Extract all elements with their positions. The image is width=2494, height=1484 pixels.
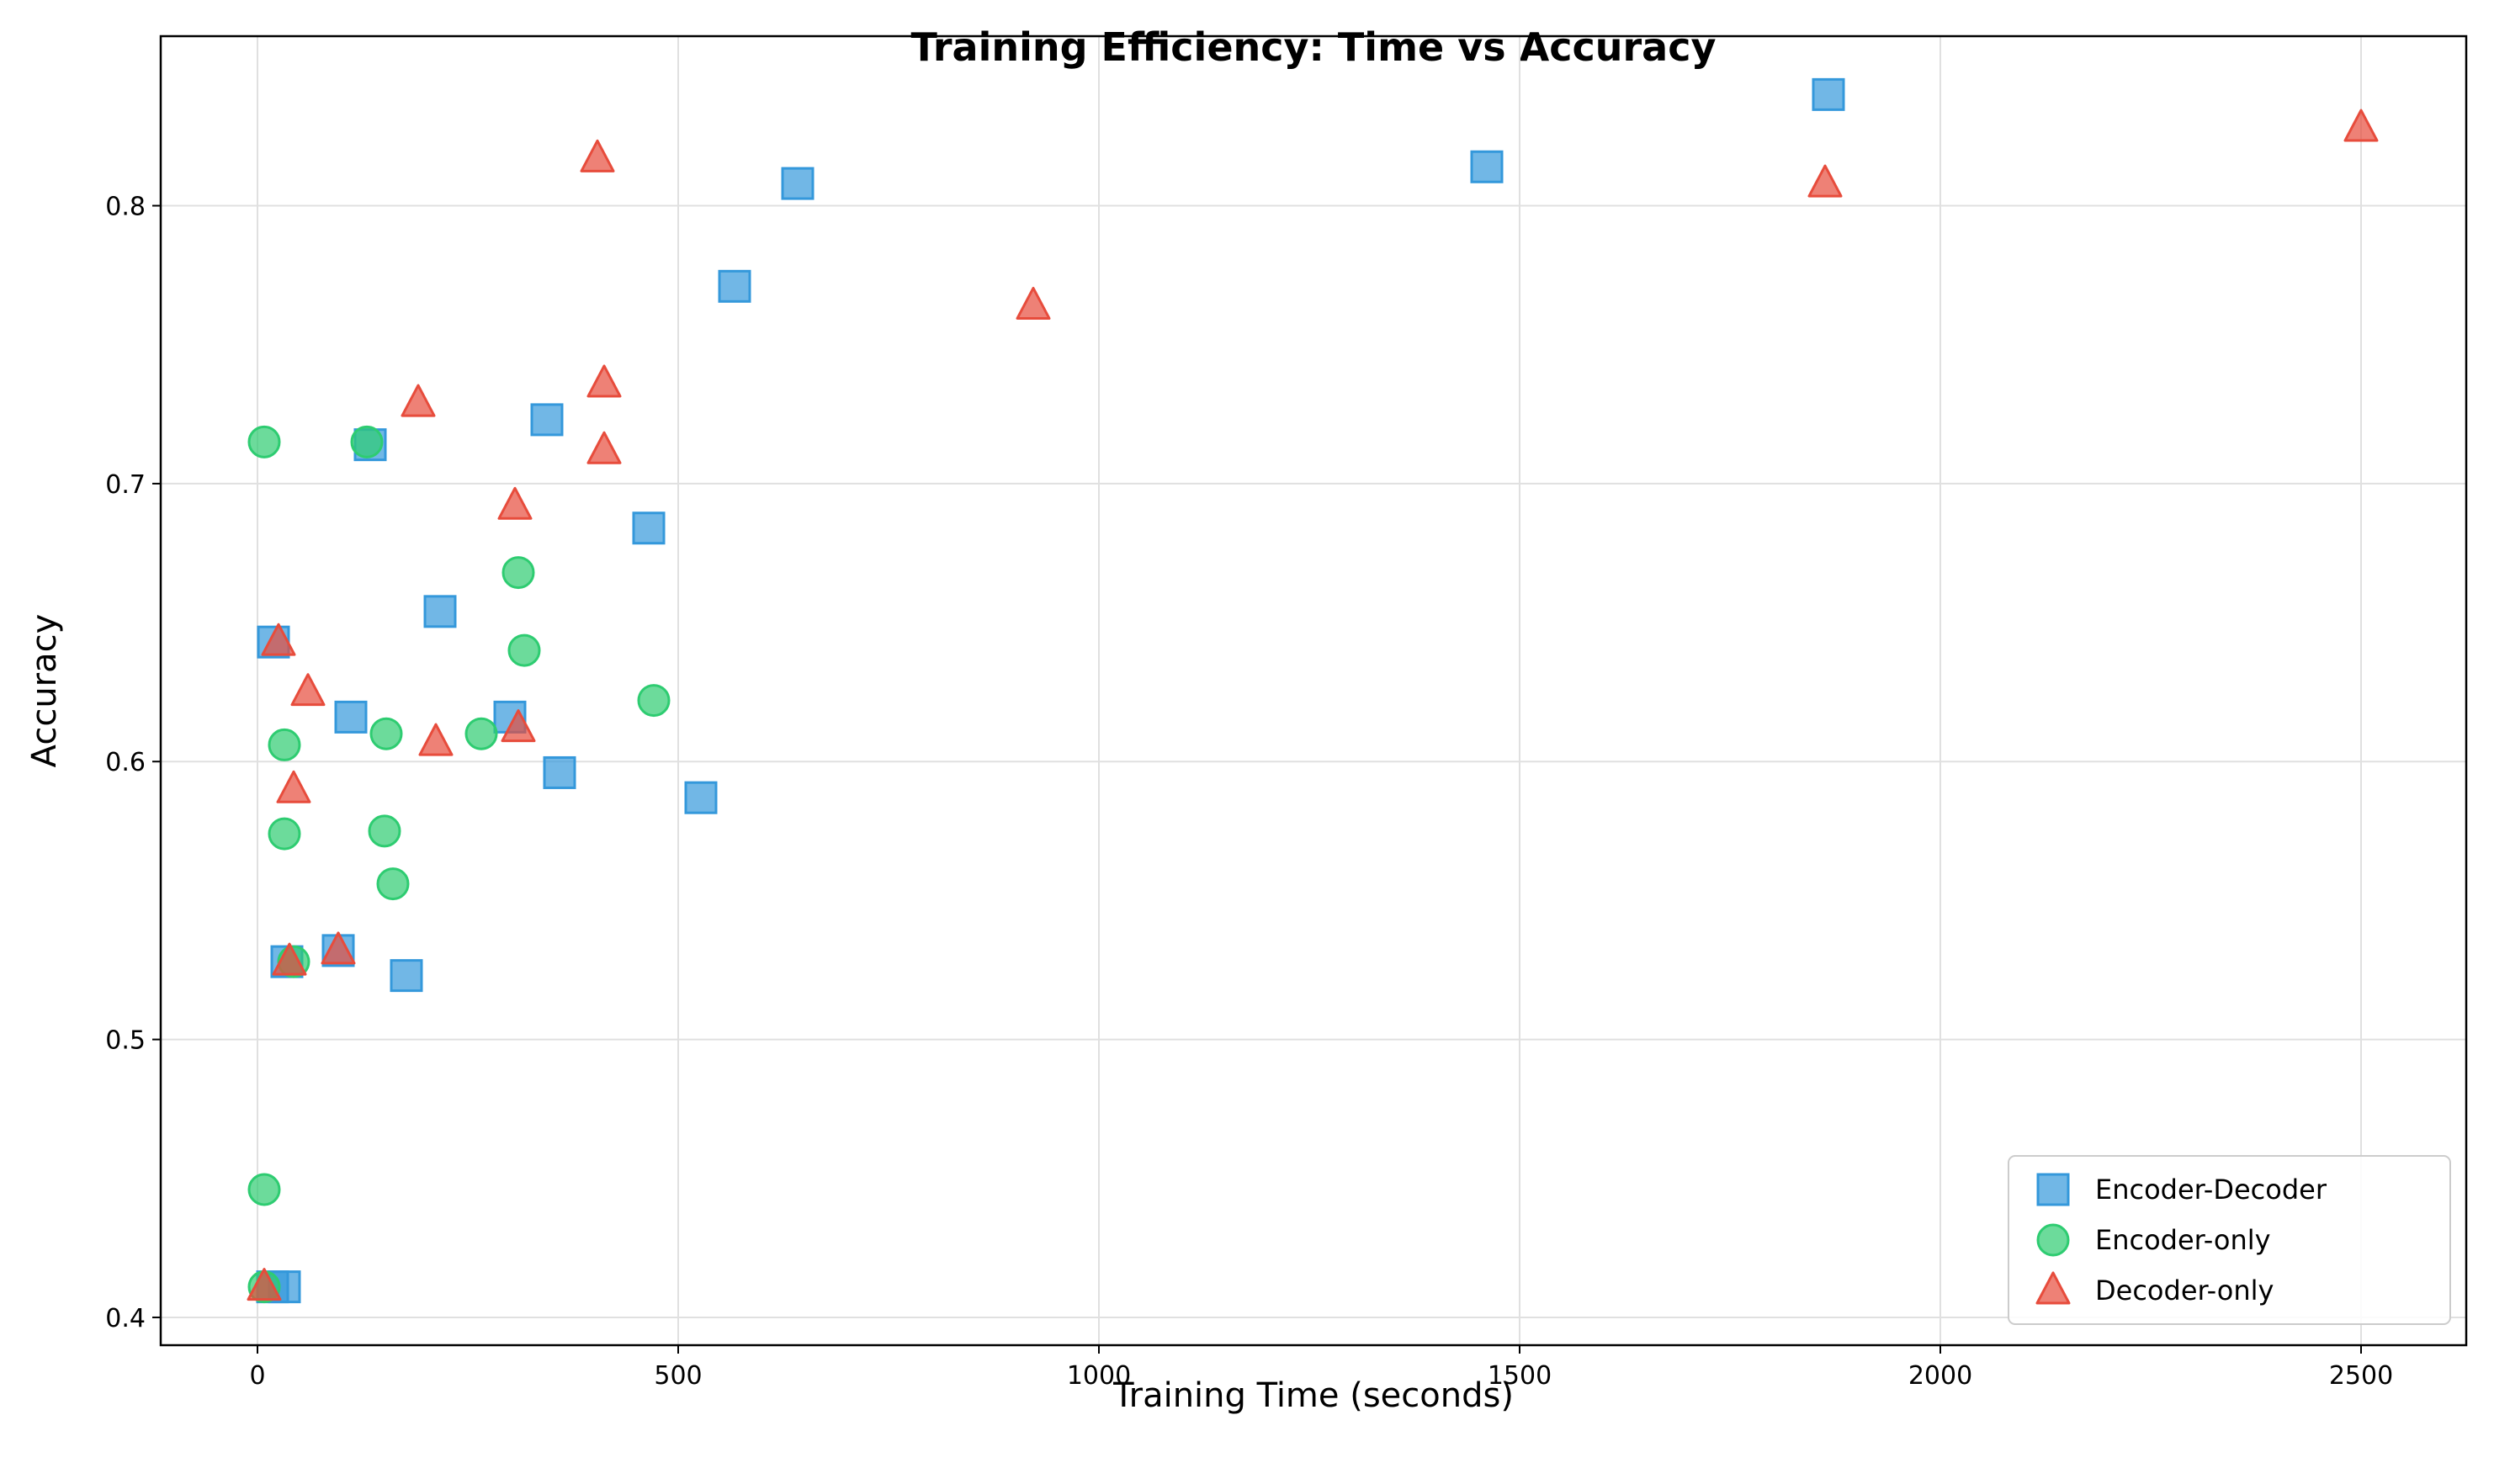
legend-label: Encoder-Decoder (2095, 1174, 2327, 1206)
encoder-decoder-point (1470, 150, 1504, 183)
decoder-only-point (272, 942, 307, 976)
encoder-decoder-point (423, 595, 457, 628)
decoder-only-point (497, 486, 533, 520)
decoder-only-point (2343, 109, 2379, 142)
encoder-decoder-point (334, 700, 368, 734)
legend-box (2008, 1155, 2451, 1325)
encoder-decoder-point (684, 781, 718, 814)
encoder-only-point (501, 556, 535, 590)
legend-label: Encoder-only (2095, 1224, 2271, 1256)
decoder-only-point (261, 623, 296, 656)
encoder-only-point (247, 1173, 281, 1206)
encoder-decoder-point (1812, 77, 1845, 111)
decoder-only-point (247, 1268, 282, 1301)
decoder-only-point (276, 770, 311, 803)
encoder-decoder-point (543, 755, 576, 789)
legend-triangle-icon (2035, 1271, 2071, 1305)
legend: Encoder-Decoder Encoder-only Decoder-only (2008, 1155, 2451, 1325)
encoder-decoder-point (718, 269, 751, 303)
decoder-only-point (321, 931, 356, 965)
grid (161, 36, 2466, 1345)
decoder-only-point (401, 384, 436, 417)
encoder-only-point (637, 684, 671, 718)
data-points (247, 77, 2379, 1304)
decoder-only-point (290, 673, 326, 707)
encoder-only-point (464, 717, 498, 750)
encoder-decoder-point (781, 167, 815, 200)
y-tick-label: 0.4 (105, 1304, 146, 1333)
decoder-only-point (1016, 286, 1051, 320)
x-tick-label: 1000 (1067, 1361, 1131, 1391)
y-tick-label: 0.6 (105, 748, 146, 777)
y-axis-label: Accuracy (25, 614, 64, 768)
axis-ticks: 0 500 1000 1500 2000 2500 0.4 0.5 0.6 0.7 0.8 (105, 193, 2393, 1391)
encoder-only-point (350, 425, 384, 458)
x-axis-label: Training Time (seconds) (1112, 1376, 1514, 1415)
encoder-decoder-point (390, 959, 423, 993)
encoder-only-point (247, 425, 281, 458)
encoder-only-point (376, 867, 410, 901)
encoder-decoder-point (632, 511, 666, 545)
x-tick-label: 2500 (2329, 1361, 2393, 1391)
y-tick-label: 0.7 (105, 470, 146, 500)
y-tick-label: 0.8 (105, 193, 146, 222)
x-tick-label: 2000 (1908, 1361, 1972, 1391)
y-tick-label: 0.5 (105, 1026, 146, 1056)
x-tick-label: 1500 (1488, 1361, 1552, 1391)
decoder-only-point (1807, 164, 1843, 198)
decoder-only-point (580, 139, 615, 172)
decoder-only-point (418, 723, 454, 756)
encoder-decoder-point (530, 403, 564, 437)
x-tick-label: 500 (654, 1361, 702, 1391)
encoder-only-point (268, 817, 301, 851)
encoder-only-point (507, 633, 541, 667)
decoder-only-point (586, 431, 622, 464)
legend-label: Decoder-only (2095, 1275, 2274, 1306)
encoder-only-point (368, 814, 401, 848)
plot-frame (159, 34, 2468, 1347)
legend-circle-icon (2036, 1223, 2070, 1257)
legend-square-icon (2036, 1173, 2070, 1206)
encoder-only-point (369, 717, 403, 750)
chart-title: Training Efficiency: Time vs Accuracy (911, 24, 1717, 70)
encoder-only-point (268, 728, 301, 761)
decoder-only-point (501, 709, 536, 743)
decoder-only-point (586, 364, 622, 398)
x-tick-label: 0 (249, 1361, 265, 1391)
